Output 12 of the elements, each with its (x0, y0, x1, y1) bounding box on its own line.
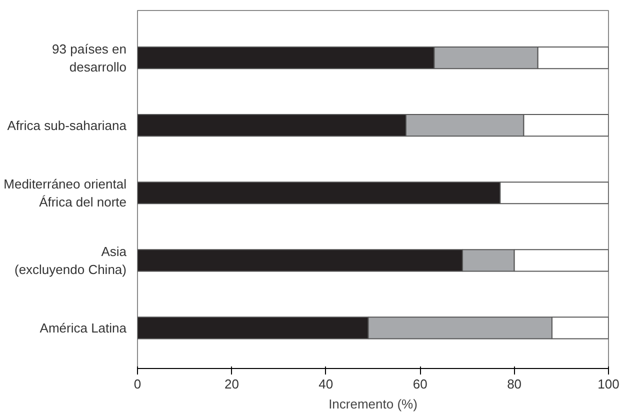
x-tick-label: 60 (412, 376, 428, 392)
x-tick-label: 40 (318, 376, 334, 392)
y-tick-label: Mediterráneo oriental África del norte (4, 176, 127, 210)
x-tick-label: 100 (598, 376, 620, 392)
x-tick-label: 20 (224, 376, 239, 392)
x-tick-label: 80 (507, 376, 522, 392)
y-tick-label: 93 países en desarrollo (52, 41, 127, 74)
x-axis-title: Incremento (%) (328, 396, 418, 412)
y-tick-label: Africa sub-sahariana (7, 118, 128, 133)
x-tick-label: 0 (134, 376, 142, 392)
y-tick-label: Asia (excluyendo China) (14, 244, 128, 277)
y-tick-label: América Latina (40, 320, 128, 336)
